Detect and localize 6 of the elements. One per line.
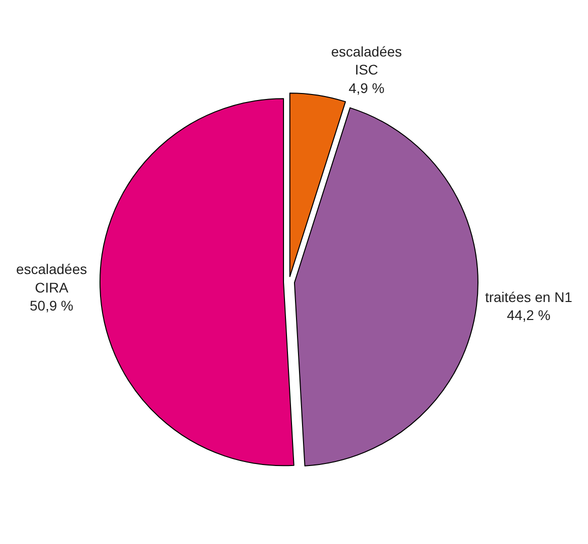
- data-label: 50,9 %: [30, 298, 74, 314]
- slice-label: escaladées ISC: [331, 43, 402, 78]
- slice-label: traitées en N1: [485, 288, 572, 305]
- data-label: 44,2 %: [506, 307, 550, 324]
- data-label: 4,9 %: [348, 80, 384, 96]
- slice-label: escaladées CIRA: [16, 261, 87, 296]
